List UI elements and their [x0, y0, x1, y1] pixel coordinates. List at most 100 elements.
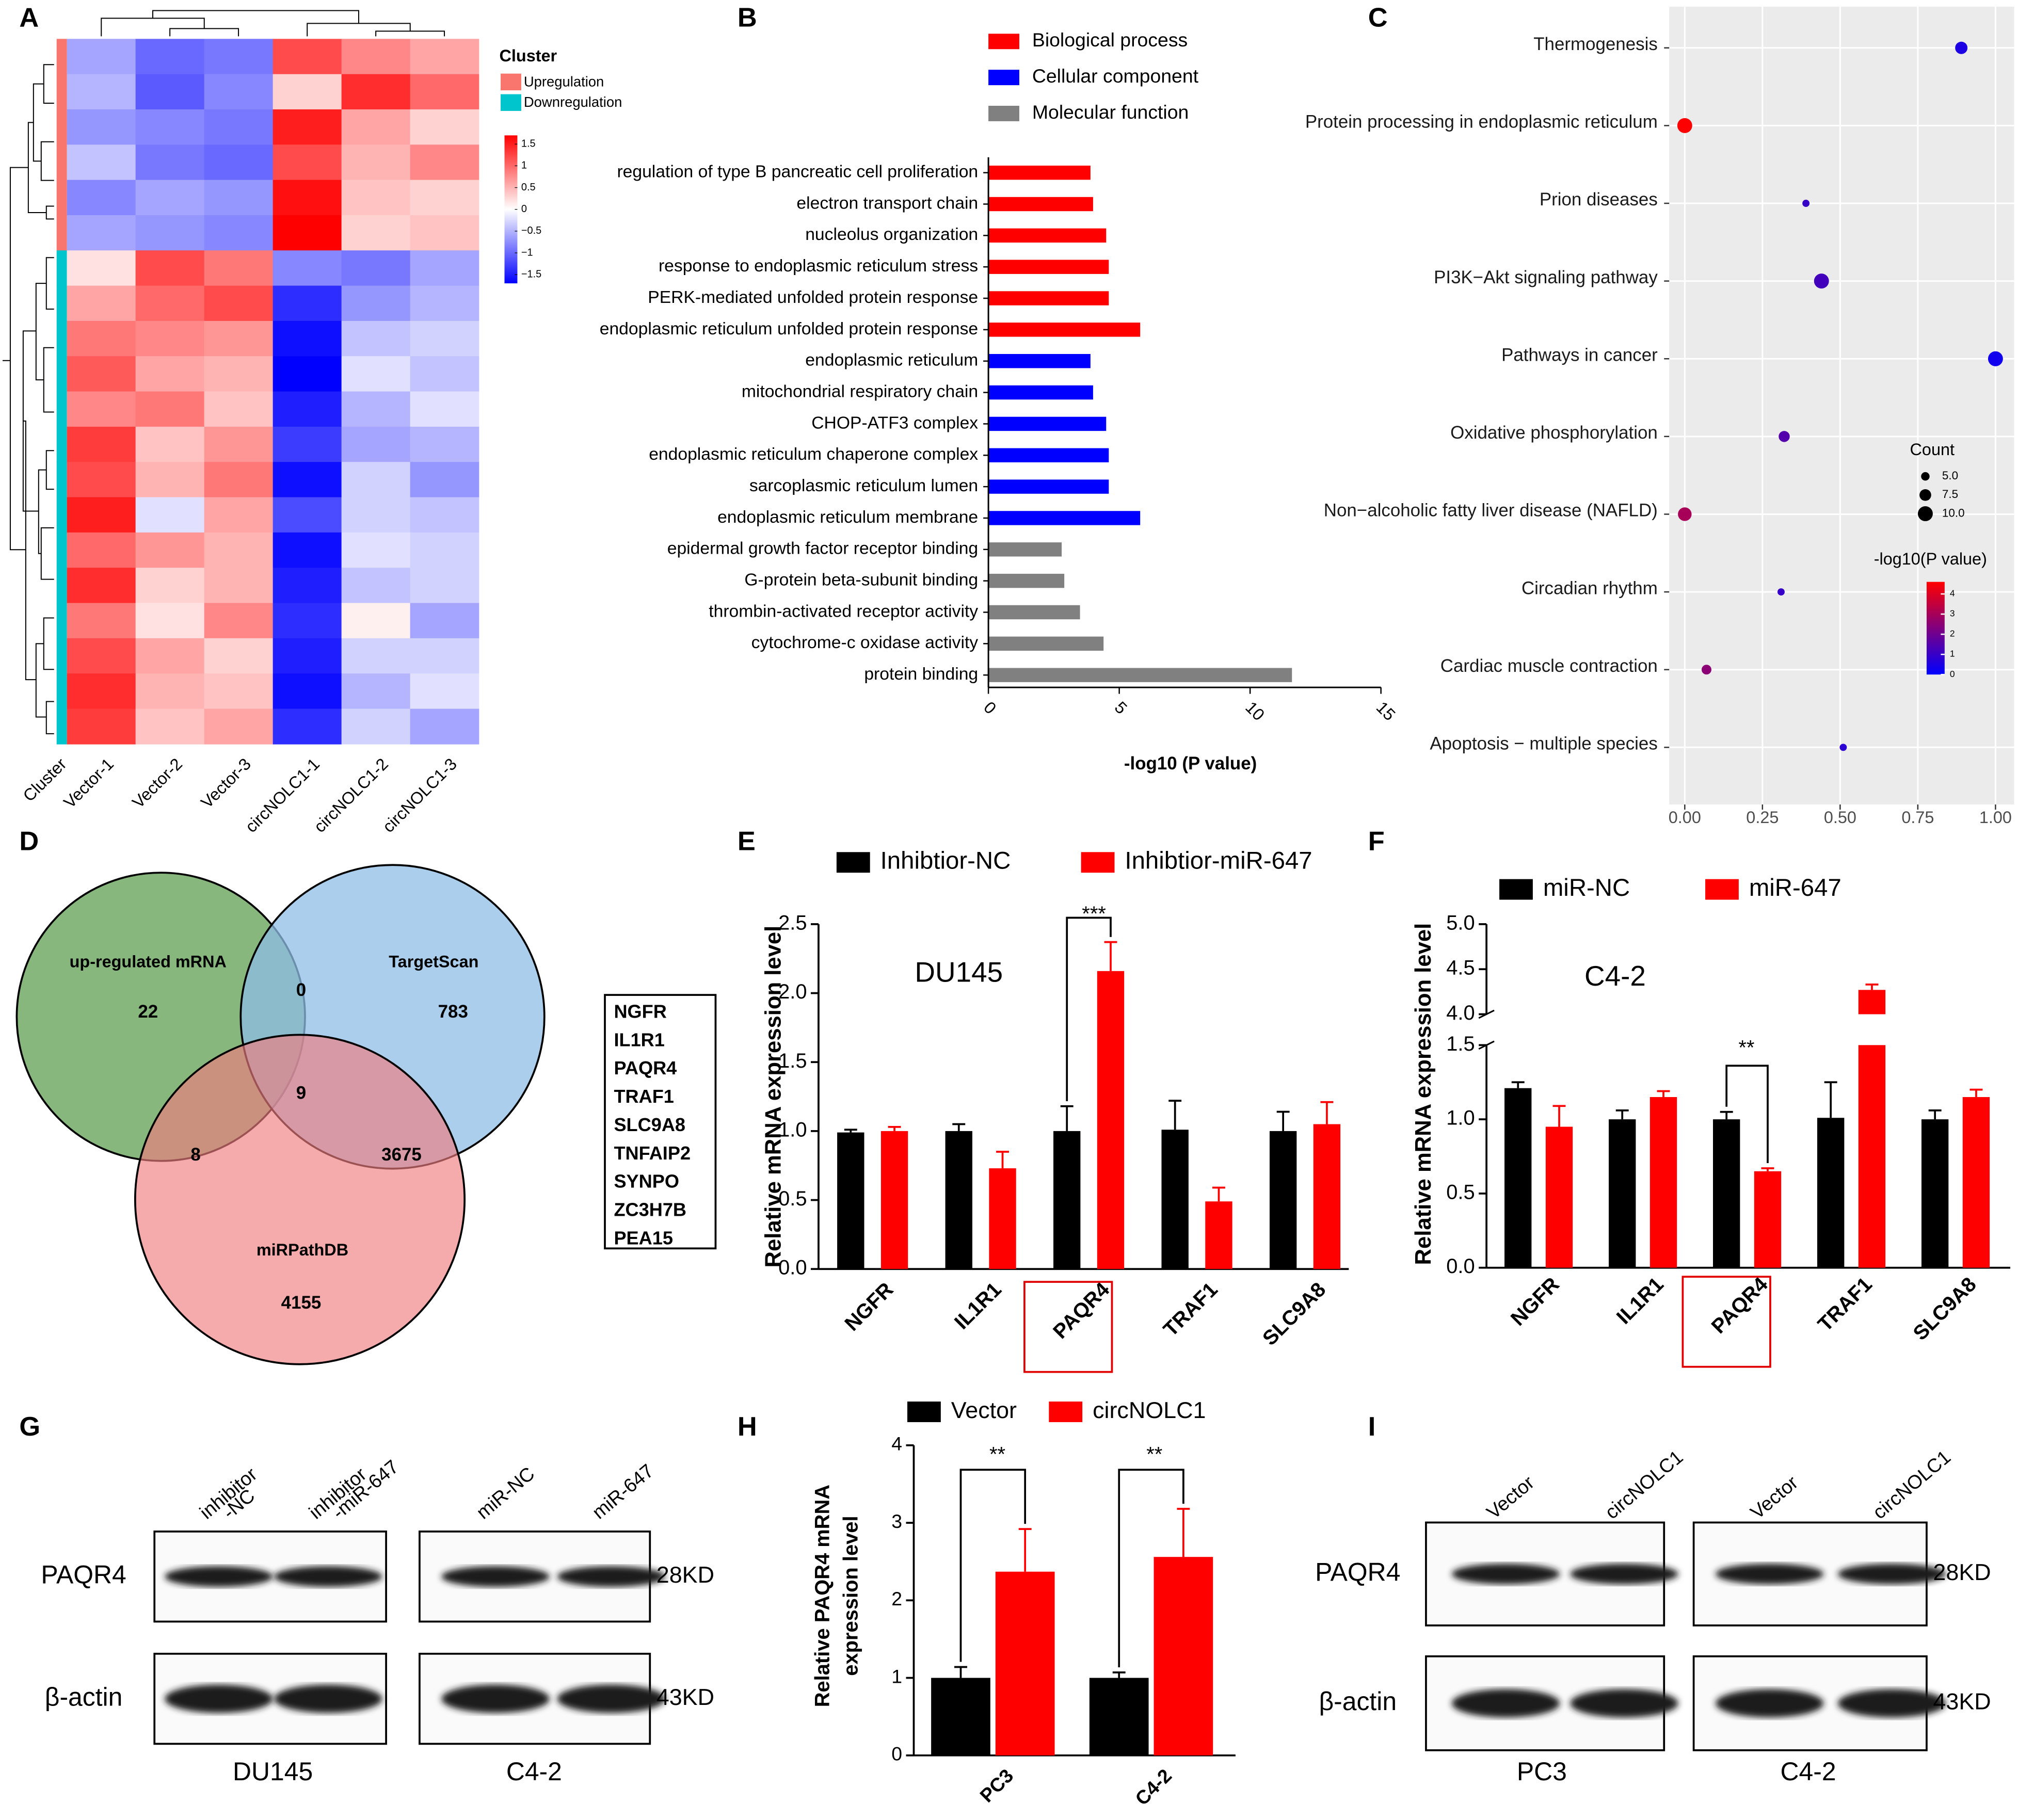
x-tick-label: 0.00	[1669, 808, 1701, 827]
colorbar-tick-label: 0	[1950, 669, 1955, 679]
heatmap-cell	[135, 708, 205, 745]
protein-label: PAQR4	[41, 1560, 126, 1589]
category-label: endoplasmic reticulum	[805, 351, 978, 370]
bar	[931, 1678, 990, 1755]
bar	[1205, 1201, 1232, 1269]
size-legend-title: Count	[1910, 440, 1955, 459]
heatmap-cell	[135, 568, 205, 604]
legend-swatch	[1049, 1402, 1083, 1422]
category-label: endoplasmic reticulum membrane	[717, 508, 978, 527]
heatmap-cell	[135, 320, 205, 357]
heatmap-cell	[135, 109, 205, 146]
dot	[1814, 273, 1829, 289]
bar	[837, 1132, 864, 1269]
cluster-cell	[56, 109, 67, 146]
bar	[988, 448, 1109, 462]
legend-label: miR-NC	[1543, 874, 1630, 901]
heatmap-cell	[67, 673, 136, 710]
bar	[988, 573, 1065, 588]
heatmap-cell	[135, 426, 205, 462]
bar	[945, 1131, 972, 1269]
blot-band	[165, 1566, 273, 1587]
heatmap-cell	[410, 603, 479, 639]
x-tick-label: 0.50	[1824, 808, 1856, 827]
category-label: mitochondrial respiratory chain	[742, 382, 978, 401]
category-label: SLC9A8	[1258, 1278, 1330, 1350]
heatmap-cell	[273, 638, 342, 674]
colorbar	[1926, 582, 1945, 675]
category-label: Apoptosis − multiple species	[1430, 734, 1657, 754]
category-label: G-protein beta-subunit binding	[744, 571, 978, 590]
panel-label: E	[738, 827, 756, 857]
legend-swatch	[501, 94, 521, 111]
panel-label: B	[738, 3, 757, 33]
cluster-cell	[56, 568, 67, 604]
category-label: Cardiac muscle contraction	[1440, 656, 1658, 676]
legend-swatch	[1705, 879, 1739, 900]
heatmap-cell	[135, 39, 205, 75]
heatmap-cell	[273, 426, 342, 462]
heatmap-cell	[67, 356, 136, 392]
heatmap-cell	[204, 109, 274, 146]
y-tick-label: 2.5	[778, 911, 807, 934]
bar	[988, 354, 1091, 368]
colorbar-tick-label: −1	[521, 247, 533, 258]
heatmap-cell	[410, 180, 479, 216]
bar	[988, 385, 1093, 400]
y-axis-label: Relative mRNA expression level	[761, 926, 786, 1268]
legend-swatch	[988, 70, 1019, 86]
heatmap-cell	[204, 285, 274, 321]
legend-swatch	[836, 852, 870, 873]
heatmap-cell	[341, 356, 411, 392]
bar	[989, 1168, 1016, 1269]
size-legend-label: 10.0	[1942, 506, 1965, 519]
heatmap-cell	[67, 215, 136, 251]
y-tick-label: 1.0	[1446, 1107, 1475, 1130]
heatmap-cell	[410, 673, 479, 710]
heatmap-cell	[204, 320, 274, 357]
heatmap-cell	[273, 144, 342, 181]
dot	[1678, 507, 1692, 521]
category-label: thrombin-activated receptor activity	[709, 602, 978, 621]
bar	[988, 323, 1141, 337]
legend-label: Molecular function	[1032, 101, 1189, 123]
heatmap-cell	[273, 497, 342, 533]
cluster-cell	[56, 532, 67, 568]
annotation: **	[1738, 1036, 1754, 1059]
plot-background	[1669, 6, 2014, 805]
dot	[1677, 118, 1692, 133]
size-legend-dot	[1919, 489, 1931, 501]
heatmap-cell	[67, 144, 136, 181]
bar	[1649, 1097, 1677, 1268]
legend-swatch	[1499, 879, 1533, 900]
legend-label: Downregulation	[524, 94, 622, 110]
lane-label: Vector	[1746, 1471, 1802, 1523]
size-legend-dot	[1921, 472, 1930, 481]
heatmap-cell	[135, 673, 205, 710]
y-tick-label: 1.5	[1446, 1033, 1475, 1055]
heatmap-cell	[410, 497, 479, 533]
lane-label: Vector	[1482, 1471, 1538, 1523]
legend-label: miR-647	[1749, 874, 1841, 901]
bar	[1313, 1124, 1341, 1269]
heatmap-cell	[204, 497, 274, 533]
highlight-box	[1681, 1276, 1771, 1368]
heatmap-cell	[410, 215, 479, 251]
column-dendrogram	[101, 10, 445, 37]
heatmap-cell	[410, 285, 479, 321]
y-tick-label: 1	[891, 1665, 902, 1687]
heatmap-cell	[273, 285, 342, 321]
annotation: ***	[1082, 903, 1106, 925]
blot-band	[1837, 1564, 1946, 1585]
category-label: IL1R1	[950, 1278, 1006, 1334]
heatmap-cell	[67, 74, 136, 110]
venn-count: 9	[296, 1083, 306, 1103]
bar	[988, 260, 1109, 274]
heatmap-cell	[273, 215, 342, 251]
colorbar-tick-label: 1.5	[521, 138, 536, 149]
heatmap-cell	[341, 426, 411, 462]
category-label: response to endoplasmic reticulum stress	[659, 256, 978, 276]
category-label: PI3K−Akt signaling pathway	[1434, 267, 1658, 287]
heatmap-cell	[135, 250, 205, 286]
cluster-cell	[56, 638, 67, 674]
